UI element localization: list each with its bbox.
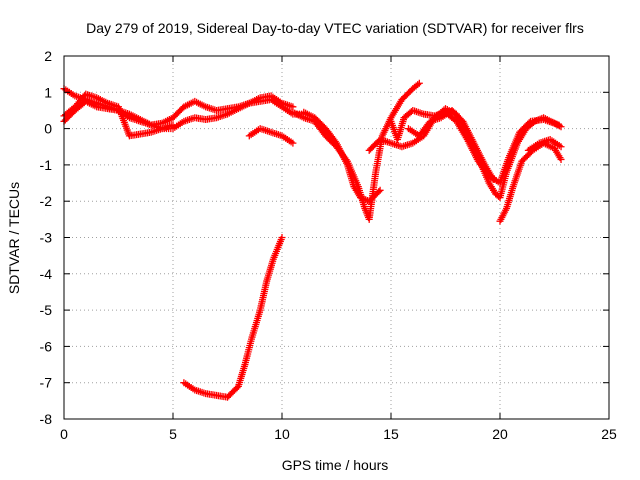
y-tick-label: -5: [40, 302, 53, 318]
y-tick-label: -8: [40, 411, 53, 427]
x-tick-label: 25: [601, 426, 617, 442]
y-tick-label: -6: [40, 338, 53, 354]
series-12: [524, 135, 565, 154]
data-series: [60, 79, 565, 401]
series-4: [245, 125, 297, 147]
data-point-markers: [300, 108, 384, 205]
x-tick-label: 20: [492, 426, 508, 442]
data-point-markers: [524, 135, 565, 154]
y-tick-label: -3: [40, 230, 53, 246]
chart-title: Day 279 of 2019, Sidereal Day-to-day VTE…: [86, 20, 584, 36]
y-tick-label: -2: [40, 193, 53, 209]
y-tick-label: -4: [40, 266, 53, 282]
y-tick-label: 0: [44, 121, 52, 137]
y-axis-label: SDTVAR / TECUs: [6, 182, 22, 294]
x-tick-label: 10: [274, 426, 290, 442]
y-tick-label: -7: [40, 375, 53, 391]
series-10: [404, 106, 497, 183]
y-tick-label: 1: [44, 84, 52, 100]
x-tick-label: 0: [60, 426, 68, 442]
y-tick-label: 2: [44, 48, 52, 64]
data-point-markers: [404, 106, 497, 183]
x-tick-label: 5: [169, 426, 177, 442]
series-5: [180, 234, 286, 401]
axis-ticks: 0 5 10 15 20 25 -8 -7 -6 -5 -4 -3 -2 -1 0 1 2: [40, 48, 617, 442]
x-axis-label: GPS time / hours: [282, 457, 389, 473]
y-tick-label: -1: [40, 157, 53, 173]
series-7: [300, 108, 384, 205]
data-point-markers: [180, 234, 286, 401]
grid-lines: [64, 56, 609, 419]
x-tick-label: 15: [383, 426, 399, 442]
data-point-markers: [245, 125, 297, 147]
